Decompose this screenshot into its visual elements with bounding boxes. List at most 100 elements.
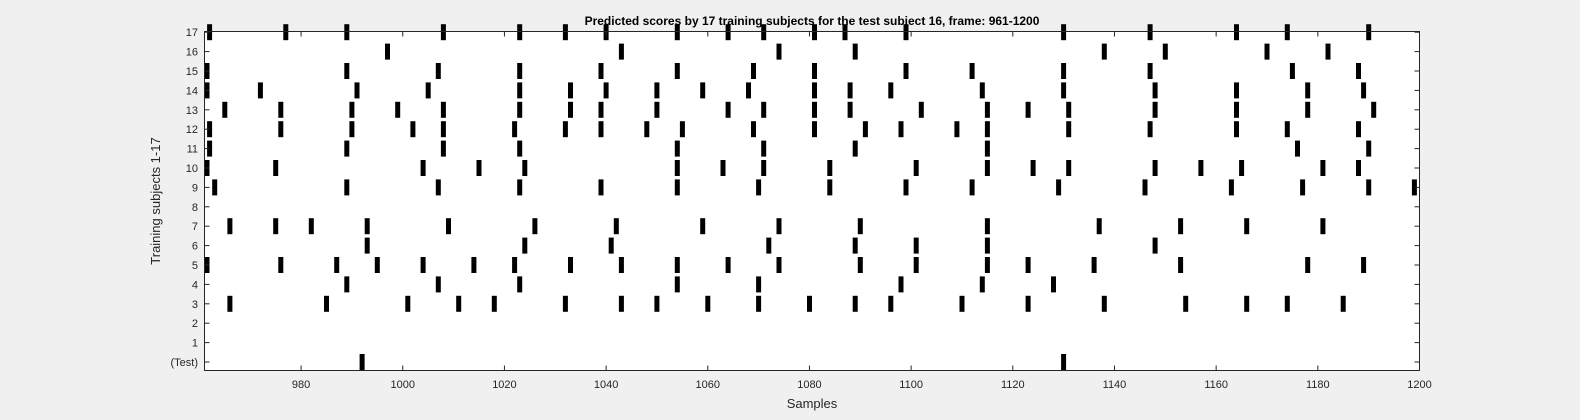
raster-mark	[207, 24, 213, 41]
raster-mark	[852, 237, 858, 254]
raster-mark	[283, 24, 289, 41]
raster-mark	[1152, 237, 1158, 254]
raster-mark	[207, 121, 213, 138]
raster-mark	[1056, 179, 1062, 196]
raster-mark	[725, 101, 731, 118]
x-tick-label: 1080	[797, 379, 821, 391]
raster-mark	[761, 24, 767, 41]
y-tick-label: 14	[186, 85, 198, 97]
raster-mark	[278, 121, 284, 138]
raster-mark	[898, 276, 904, 293]
raster-mark	[1066, 160, 1072, 176]
raster-mark	[888, 295, 894, 312]
y-tick-label: 6	[192, 241, 198, 253]
raster-mark	[1066, 121, 1072, 138]
raster-mark	[913, 257, 919, 273]
raster-mark	[334, 257, 340, 273]
raster-mark	[1264, 43, 1270, 60]
raster-mark	[420, 160, 426, 176]
raster-mark	[476, 160, 482, 176]
raster-mark	[700, 82, 706, 99]
raster-mark	[776, 257, 782, 273]
raster-mark	[1305, 101, 1311, 118]
raster-mark	[674, 24, 680, 41]
raster-mark	[1371, 101, 1377, 118]
raster-mark	[491, 295, 497, 312]
raster-mark	[654, 82, 660, 99]
raster-mark	[1025, 257, 1031, 273]
raster-mark	[751, 63, 756, 79]
raster-mark	[517, 276, 523, 293]
raster-mark	[512, 257, 518, 273]
raster-mark	[761, 140, 767, 157]
raster-mark	[984, 121, 990, 138]
raster-mark	[568, 257, 573, 273]
raster-mark	[344, 63, 350, 79]
x-tick-label: 1160	[1204, 379, 1228, 391]
raster-mark	[1030, 160, 1036, 176]
chart-title: Predicted scores by 17 training subjects…	[585, 14, 1040, 28]
raster-mark	[440, 121, 446, 138]
raster-mark	[984, 257, 990, 273]
raster-mark	[827, 160, 833, 176]
raster-mark	[1320, 218, 1326, 235]
raster-mark	[1295, 140, 1300, 157]
raster-mark	[654, 295, 660, 312]
raster-mark	[1147, 24, 1153, 41]
raster-mark	[674, 160, 680, 176]
raster-mark	[324, 295, 329, 312]
raster-mark	[1305, 82, 1311, 99]
raster-mark	[440, 24, 446, 41]
raster-mark	[562, 24, 568, 41]
raster-mark	[603, 82, 609, 99]
raster-mark	[984, 101, 990, 118]
raster-mark	[1239, 160, 1245, 176]
raster-mark	[618, 295, 624, 312]
raster-mark	[618, 43, 624, 60]
y-tick-label: 17	[186, 27, 198, 39]
raster-mark	[1051, 276, 1056, 293]
raster-mark	[517, 140, 523, 157]
raster-mark	[756, 179, 762, 196]
raster-mark	[598, 101, 604, 118]
raster-mark	[984, 140, 990, 157]
raster-mark	[568, 101, 573, 118]
raster-mark	[857, 218, 863, 235]
raster-mark	[517, 82, 523, 99]
raster-mark	[720, 160, 726, 176]
raster-mark	[1147, 63, 1153, 79]
raster-mark	[1183, 295, 1189, 312]
raster-mark	[761, 160, 767, 176]
raster-mark	[613, 218, 619, 235]
raster-mark	[979, 276, 985, 293]
raster-mark	[435, 179, 441, 196]
raster-mark	[435, 63, 441, 79]
raster-mark	[410, 121, 416, 138]
raster-mark	[440, 101, 446, 118]
raster-mark	[364, 237, 370, 254]
axes-box	[204, 31, 1420, 371]
raster-mark	[705, 295, 711, 312]
raster-mark	[562, 121, 568, 138]
y-tick-label: 16	[186, 47, 198, 59]
x-tick-label: 1040	[594, 379, 618, 391]
raster-mark	[898, 121, 904, 138]
raster-mark	[405, 295, 411, 312]
raster-mark	[842, 24, 848, 41]
raster-mark	[598, 63, 604, 79]
y-tick-label: 8	[192, 202, 198, 214]
raster-mark	[903, 24, 909, 41]
raster-mark	[227, 295, 233, 312]
raster-mark	[598, 179, 604, 196]
raster-mark	[654, 101, 660, 118]
y-tick-label: 3	[192, 299, 198, 311]
raster-mark	[1162, 43, 1168, 60]
raster-mark	[674, 257, 680, 273]
x-axis: 980 1000 1020 1040 1060 1080 1100 1120 1140 1160 1…	[292, 31, 1432, 391]
raster-mark	[1284, 24, 1290, 41]
raster-mark	[852, 140, 858, 157]
raster-mark	[903, 63, 909, 79]
raster-mark	[522, 237, 528, 254]
raster-mark	[700, 218, 706, 235]
